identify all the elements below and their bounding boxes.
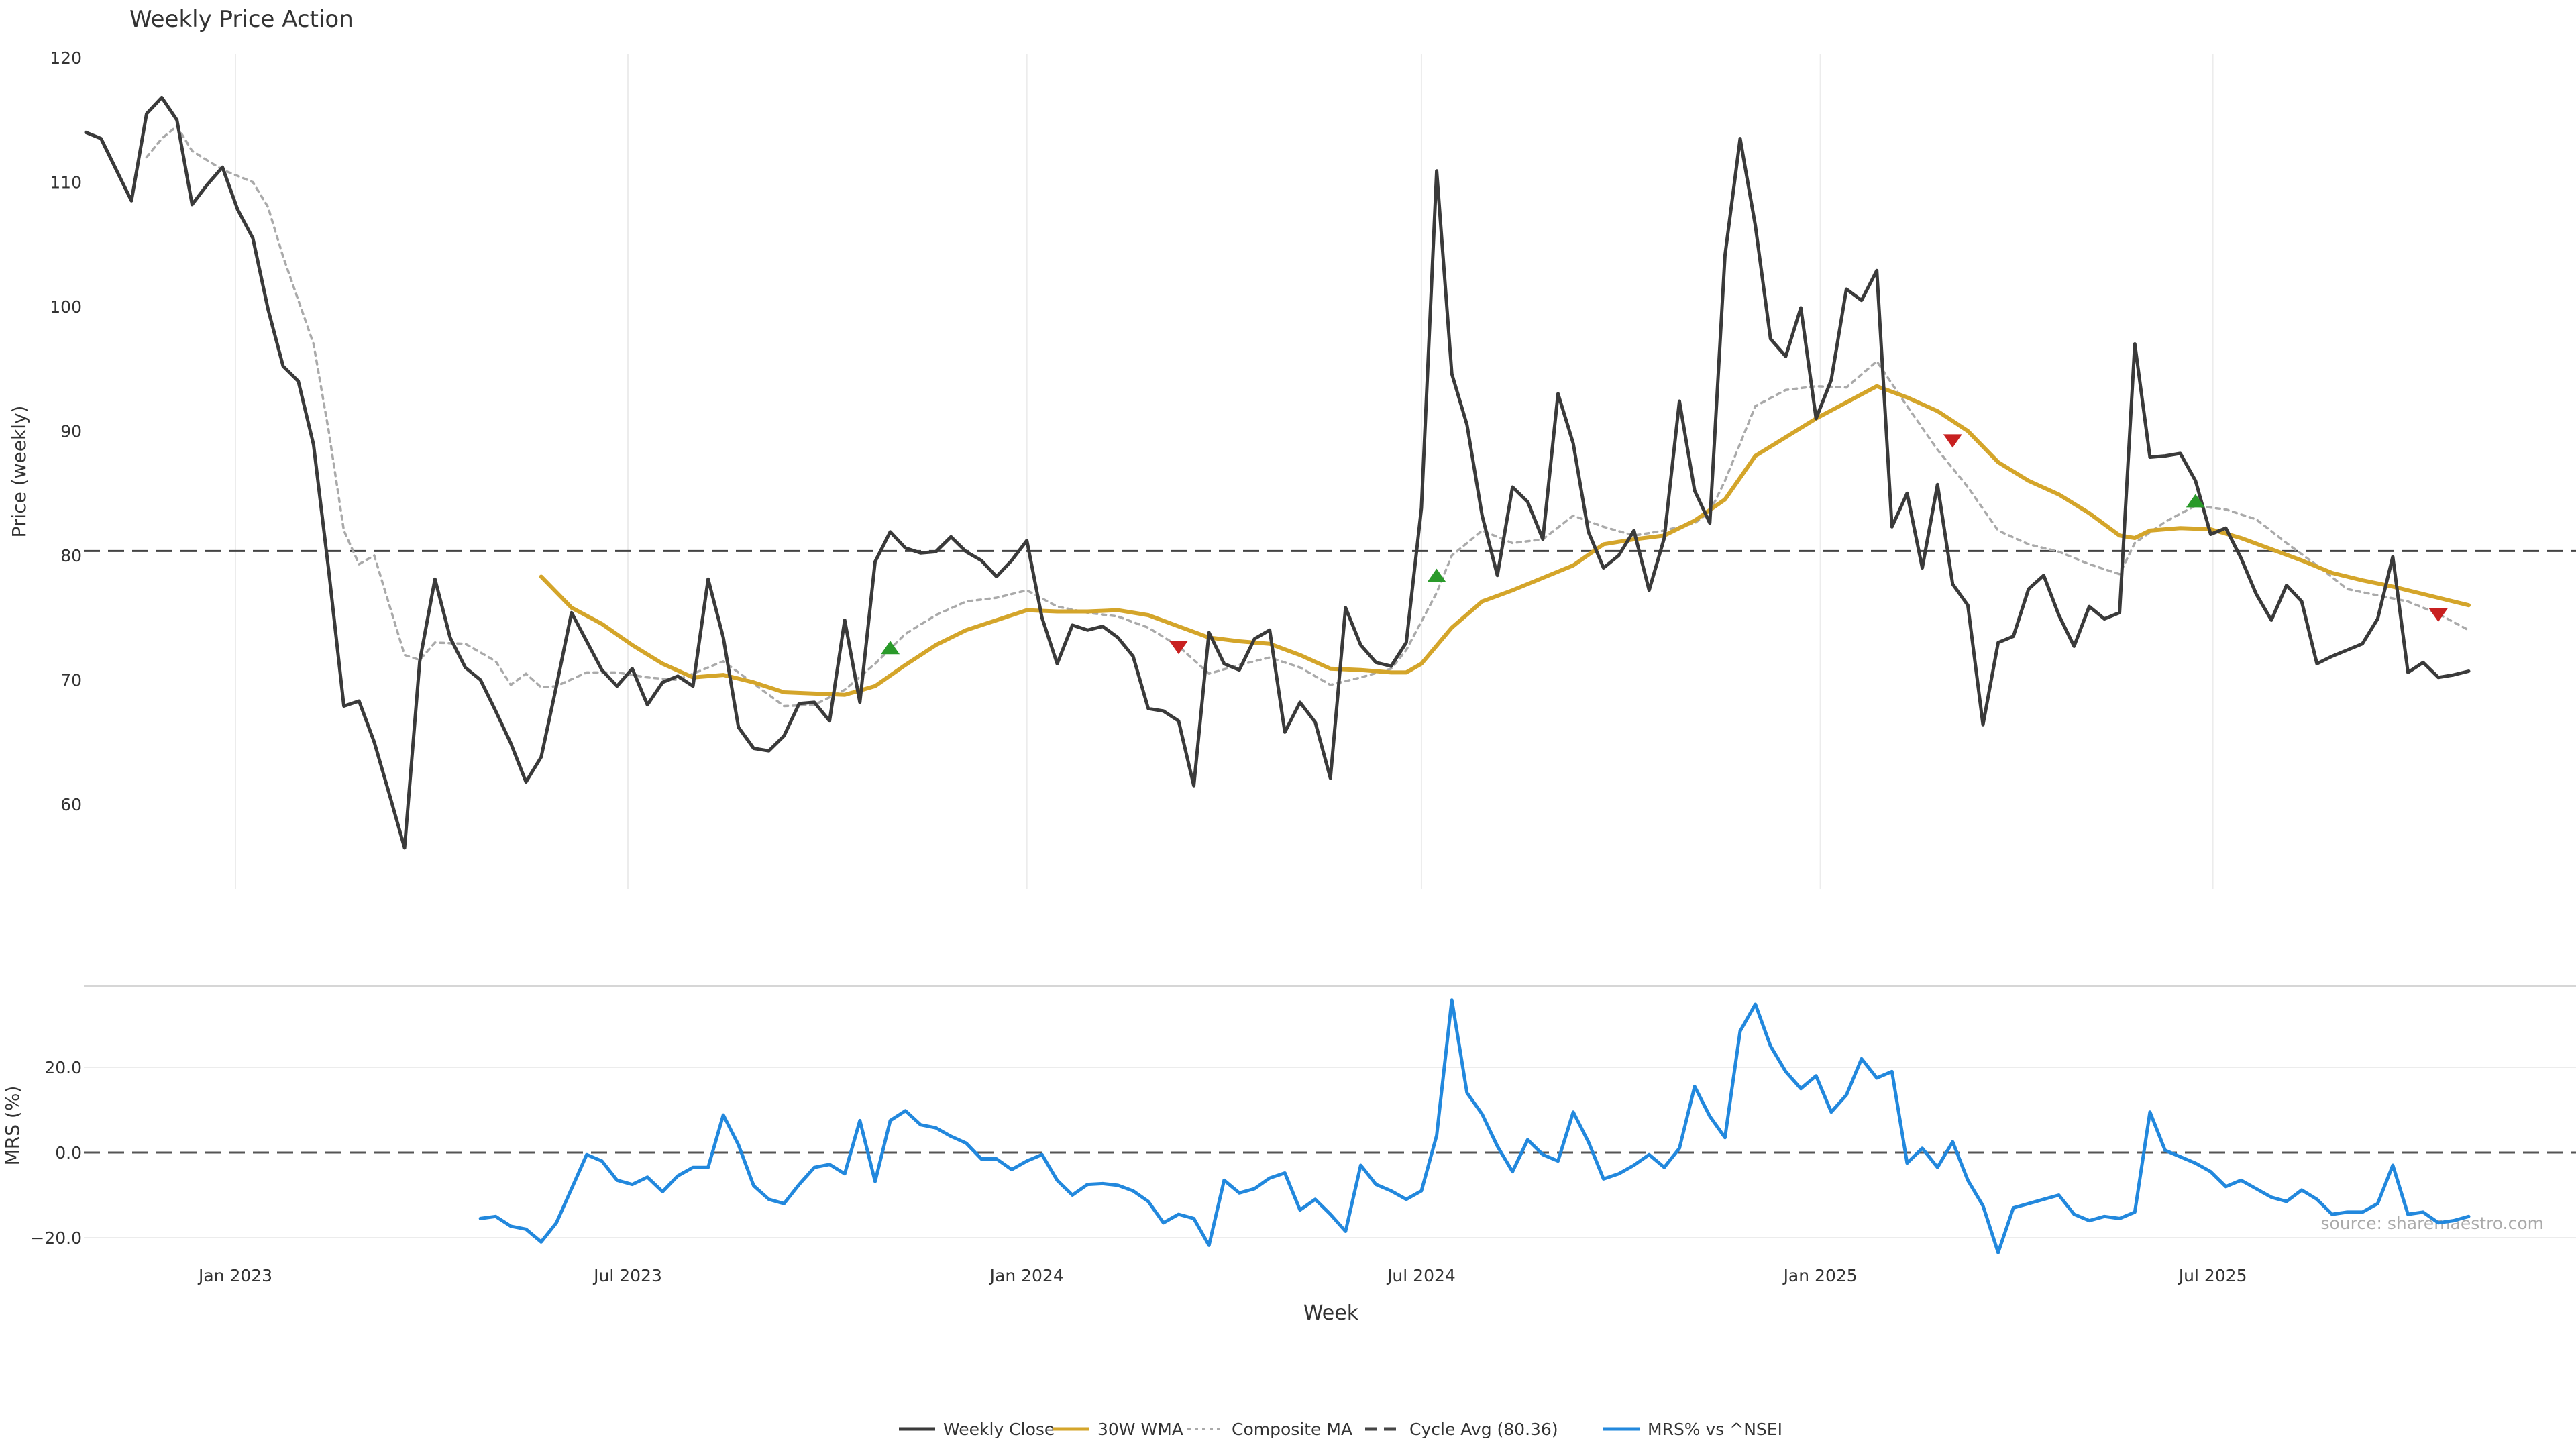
legend-label: Weekly Close [943,1419,1055,1439]
legend-item: Cycle Avg (80.36) [1365,1419,1558,1439]
sell-signal-marker [2428,608,2448,623]
buy-signal-marker [2186,494,2205,508]
composite-ma-line [145,125,2470,708]
x-tick-label: Jul 2025 [2178,1266,2247,1285]
legend-item: MRS% vs ^NSEI [1603,1419,1782,1439]
price-y-axis-label: Price (weekly) [8,406,30,538]
chart-title: Weekly Price Action [129,6,354,33]
sell-signal-marker [1943,434,1962,448]
price-y-tick-label: 90 [60,422,82,441]
price-y-tick-label: 60 [60,795,82,814]
legend-item: Weekly Close [899,1419,1055,1439]
mrs-y-tick-label: 0.0 [55,1143,82,1163]
legend-label: Composite MA [1232,1419,1352,1439]
price-y-tick-label: 80 [60,546,82,566]
x-tick-label: Jan 2025 [1782,1266,1858,1285]
x-axis-label: Week [1303,1301,1359,1325]
x-tick-label: Jan 2023 [197,1266,272,1285]
tick-labels: Jan 2023 Jul 2023 Jan 2024 Jul 2024 Jan 2025… [30,48,2247,1285]
mrs-series-layer [478,998,2471,1254]
legend-item: 30W WMA [1053,1419,1183,1439]
legend-label: 30W WMA [1097,1419,1183,1439]
mrs-y-tick-label: 20.0 [44,1058,82,1077]
legend-label: Cycle Avg (80.36) [1409,1419,1558,1439]
watermark: source: sharemaestro.com [2321,1214,2544,1233]
sell-signal-marker [1169,641,1188,655]
legend: Weekly Close 30W WMA Composite MA Cycle Avg… [899,1419,1782,1439]
mrs-y-axis-label: MRS (%) [1,1086,23,1166]
x-tick-label: Jan 2024 [989,1266,1064,1285]
price-y-tick-label: 70 [60,671,82,690]
price-y-tick-label: 110 [50,173,82,193]
legend-item: Composite MA [1187,1419,1352,1439]
legend-label: MRS% vs ^NSEI [1648,1419,1782,1439]
buy-signal-marker [1427,568,1446,582]
price-series-layer [84,95,2471,850]
signal-markers [881,434,2448,655]
mrs-line [478,998,2471,1254]
weekly-close-line [84,95,2471,850]
grid-layer [84,54,2576,1238]
wma-30w-line [539,384,2471,697]
x-tick-label: Jul 2023 [592,1266,662,1285]
x-tick-label: Jul 2024 [1386,1266,1456,1285]
price-y-tick-label: 100 [50,297,82,317]
price-y-tick-label: 120 [50,48,82,68]
buy-signal-marker [881,641,900,655]
mrs-y-tick-label: −20.0 [30,1228,82,1248]
